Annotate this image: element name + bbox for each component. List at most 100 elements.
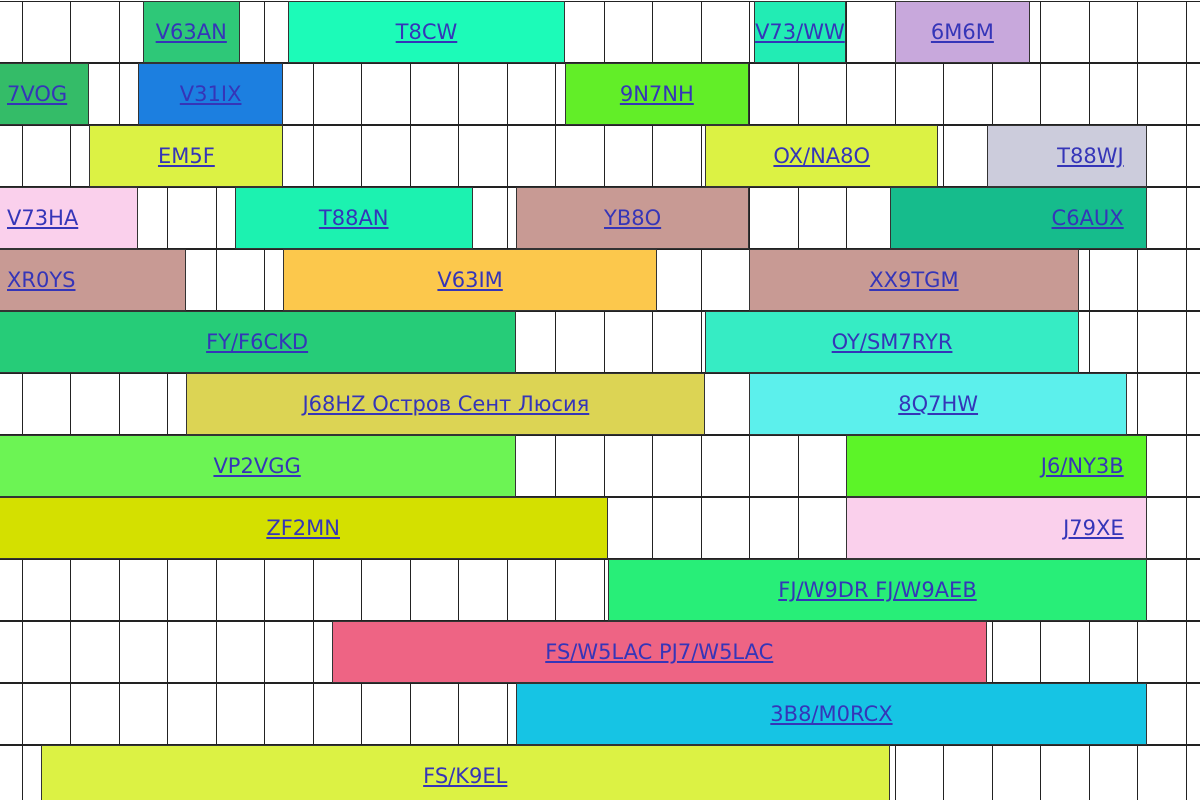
- schedule-row: VP2VGG J6/NY3B: [0, 435, 1200, 497]
- station-link[interactable]: FS/K9EL: [423, 764, 508, 788]
- schedule-row: FY/F6CKD OY/SM7RYR: [0, 311, 1200, 373]
- empty-slot: [167, 621, 217, 683]
- empty-slot: [0, 621, 23, 683]
- station-link[interactable]: FS/W5LAC PJ7/W5LAC: [545, 640, 774, 664]
- station-link[interactable]: J6/NY3B: [1040, 454, 1124, 478]
- station-link[interactable]: 9N7NH: [619, 82, 694, 106]
- station-link[interactable]: T8CW: [395, 20, 458, 44]
- empty-slot: [846, 1, 896, 63]
- empty-slot: [21, 373, 71, 435]
- empty-slot: [700, 373, 750, 435]
- empty-slot: [1137, 373, 1187, 435]
- schedule-row: EM5F OX/NA8O T88WJ: [0, 125, 1200, 187]
- empty-slot: [1040, 63, 1090, 125]
- empty-slot: [749, 497, 799, 559]
- empty-slot: [1185, 683, 1200, 745]
- empty-slot: [506, 559, 556, 621]
- empty-slot: [1137, 249, 1187, 311]
- station-link[interactable]: V73/WW: [755, 20, 845, 44]
- empty-slot: [21, 1, 71, 63]
- empty-slot: [458, 125, 508, 187]
- empty-slot: [0, 1, 23, 63]
- empty-slot: [0, 683, 23, 745]
- station-link[interactable]: 8Q7HW: [898, 392, 979, 416]
- empty-slot: [652, 1, 702, 63]
- empty-slot: [1137, 63, 1187, 125]
- station-bar: T88AN: [234, 187, 473, 249]
- station-link[interactable]: OY/SM7RYR: [831, 330, 953, 354]
- empty-slot: [991, 63, 1041, 125]
- empty-slot: [0, 373, 23, 435]
- empty-slot: [749, 187, 799, 249]
- empty-slot: [846, 187, 896, 249]
- station-link[interactable]: V73HA: [7, 206, 79, 230]
- station-bar: XX9TGM: [749, 249, 1079, 311]
- station-link[interactable]: C6AUX: [1051, 206, 1124, 230]
- empty-slot: [118, 621, 168, 683]
- station-bar: 6M6M: [894, 1, 1031, 63]
- empty-slot: [797, 497, 847, 559]
- empty-slot: [943, 63, 993, 125]
- station-bar: V63IM: [283, 249, 657, 311]
- empty-slot: [943, 745, 993, 800]
- station-link[interactable]: V31IX: [179, 82, 242, 106]
- empty-slot: [700, 435, 750, 497]
- schedule-row: V73HA T88AN YB8O C6AUX: [0, 187, 1200, 249]
- empty-slot: [1185, 187, 1200, 249]
- station-link[interactable]: T88WJ: [1057, 144, 1124, 168]
- station-link[interactable]: OX/NA8O: [773, 144, 871, 168]
- station-bar: FS/K9EL: [40, 745, 890, 800]
- empty-slot: [652, 249, 702, 311]
- empty-slot: [1185, 249, 1200, 311]
- station-bar: OX/NA8O: [705, 125, 939, 187]
- station-link[interactable]: YB8O: [604, 206, 662, 230]
- empty-slot: [555, 125, 605, 187]
- empty-slot: [652, 311, 702, 373]
- empty-slot: [118, 373, 168, 435]
- empty-slot: [652, 497, 702, 559]
- empty-slot: [458, 683, 508, 745]
- empty-slot: [894, 745, 944, 800]
- empty-slot: [506, 63, 556, 125]
- empty-slot: [312, 125, 362, 187]
- station-link[interactable]: 3B8/M0RCX: [770, 702, 893, 726]
- station-bar: T8CW: [288, 1, 565, 63]
- station-bar: FS/W5LAC PJ7/W5LAC: [331, 621, 987, 683]
- station-link[interactable]: XX9TGM: [869, 268, 959, 292]
- station-link[interactable]: T88AN: [318, 206, 389, 230]
- empty-slot: [312, 559, 362, 621]
- empty-slot: [1088, 1, 1138, 63]
- empty-slot: [215, 559, 265, 621]
- empty-slot: [652, 125, 702, 187]
- station-bar: ZF2MN: [0, 497, 609, 559]
- empty-slot: [1137, 745, 1187, 800]
- station-link[interactable]: EM5F: [157, 144, 215, 168]
- empty-slot: [70, 621, 120, 683]
- empty-slot: [652, 435, 702, 497]
- empty-slot: [409, 559, 459, 621]
- empty-slot: [555, 559, 605, 621]
- station-link[interactable]: FY/F6CKD: [206, 330, 309, 354]
- empty-slot: [70, 1, 120, 63]
- station-bar: V73HA: [0, 187, 138, 249]
- empty-slot: [1137, 621, 1187, 683]
- empty-slot: [409, 63, 459, 125]
- station-bar: C6AUX: [889, 187, 1147, 249]
- station-link[interactable]: 7VOG: [7, 82, 68, 106]
- station-link[interactable]: ZF2MN: [266, 516, 340, 540]
- station-link[interactable]: FJ/W9DR FJ/W9AEB: [778, 578, 977, 602]
- station-link[interactable]: XR0YS: [7, 268, 76, 292]
- empty-slot: [70, 559, 120, 621]
- empty-slot: [361, 125, 411, 187]
- station-link[interactable]: J79XE: [1063, 516, 1124, 540]
- empty-slot: [215, 621, 265, 683]
- empty-slot: [1040, 1, 1090, 63]
- station-link[interactable]: V63IM: [437, 268, 503, 292]
- station-link[interactable]: VP2VGG: [213, 454, 301, 478]
- station-link[interactable]: V63AN: [155, 20, 227, 44]
- schedule-row: FJ/W9DR FJ/W9AEB: [0, 559, 1200, 621]
- empty-slot: [555, 311, 605, 373]
- station-link[interactable]: 6M6M: [930, 20, 994, 44]
- empty-slot: [118, 559, 168, 621]
- station-link[interactable]: J68HZ Остров Сент Люсия: [302, 392, 590, 416]
